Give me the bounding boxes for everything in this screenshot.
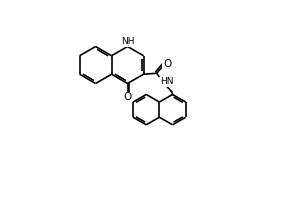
Text: HN: HN: [160, 77, 173, 86]
Text: NH: NH: [121, 37, 134, 46]
Text: O: O: [123, 92, 132, 102]
Text: O: O: [163, 59, 171, 69]
